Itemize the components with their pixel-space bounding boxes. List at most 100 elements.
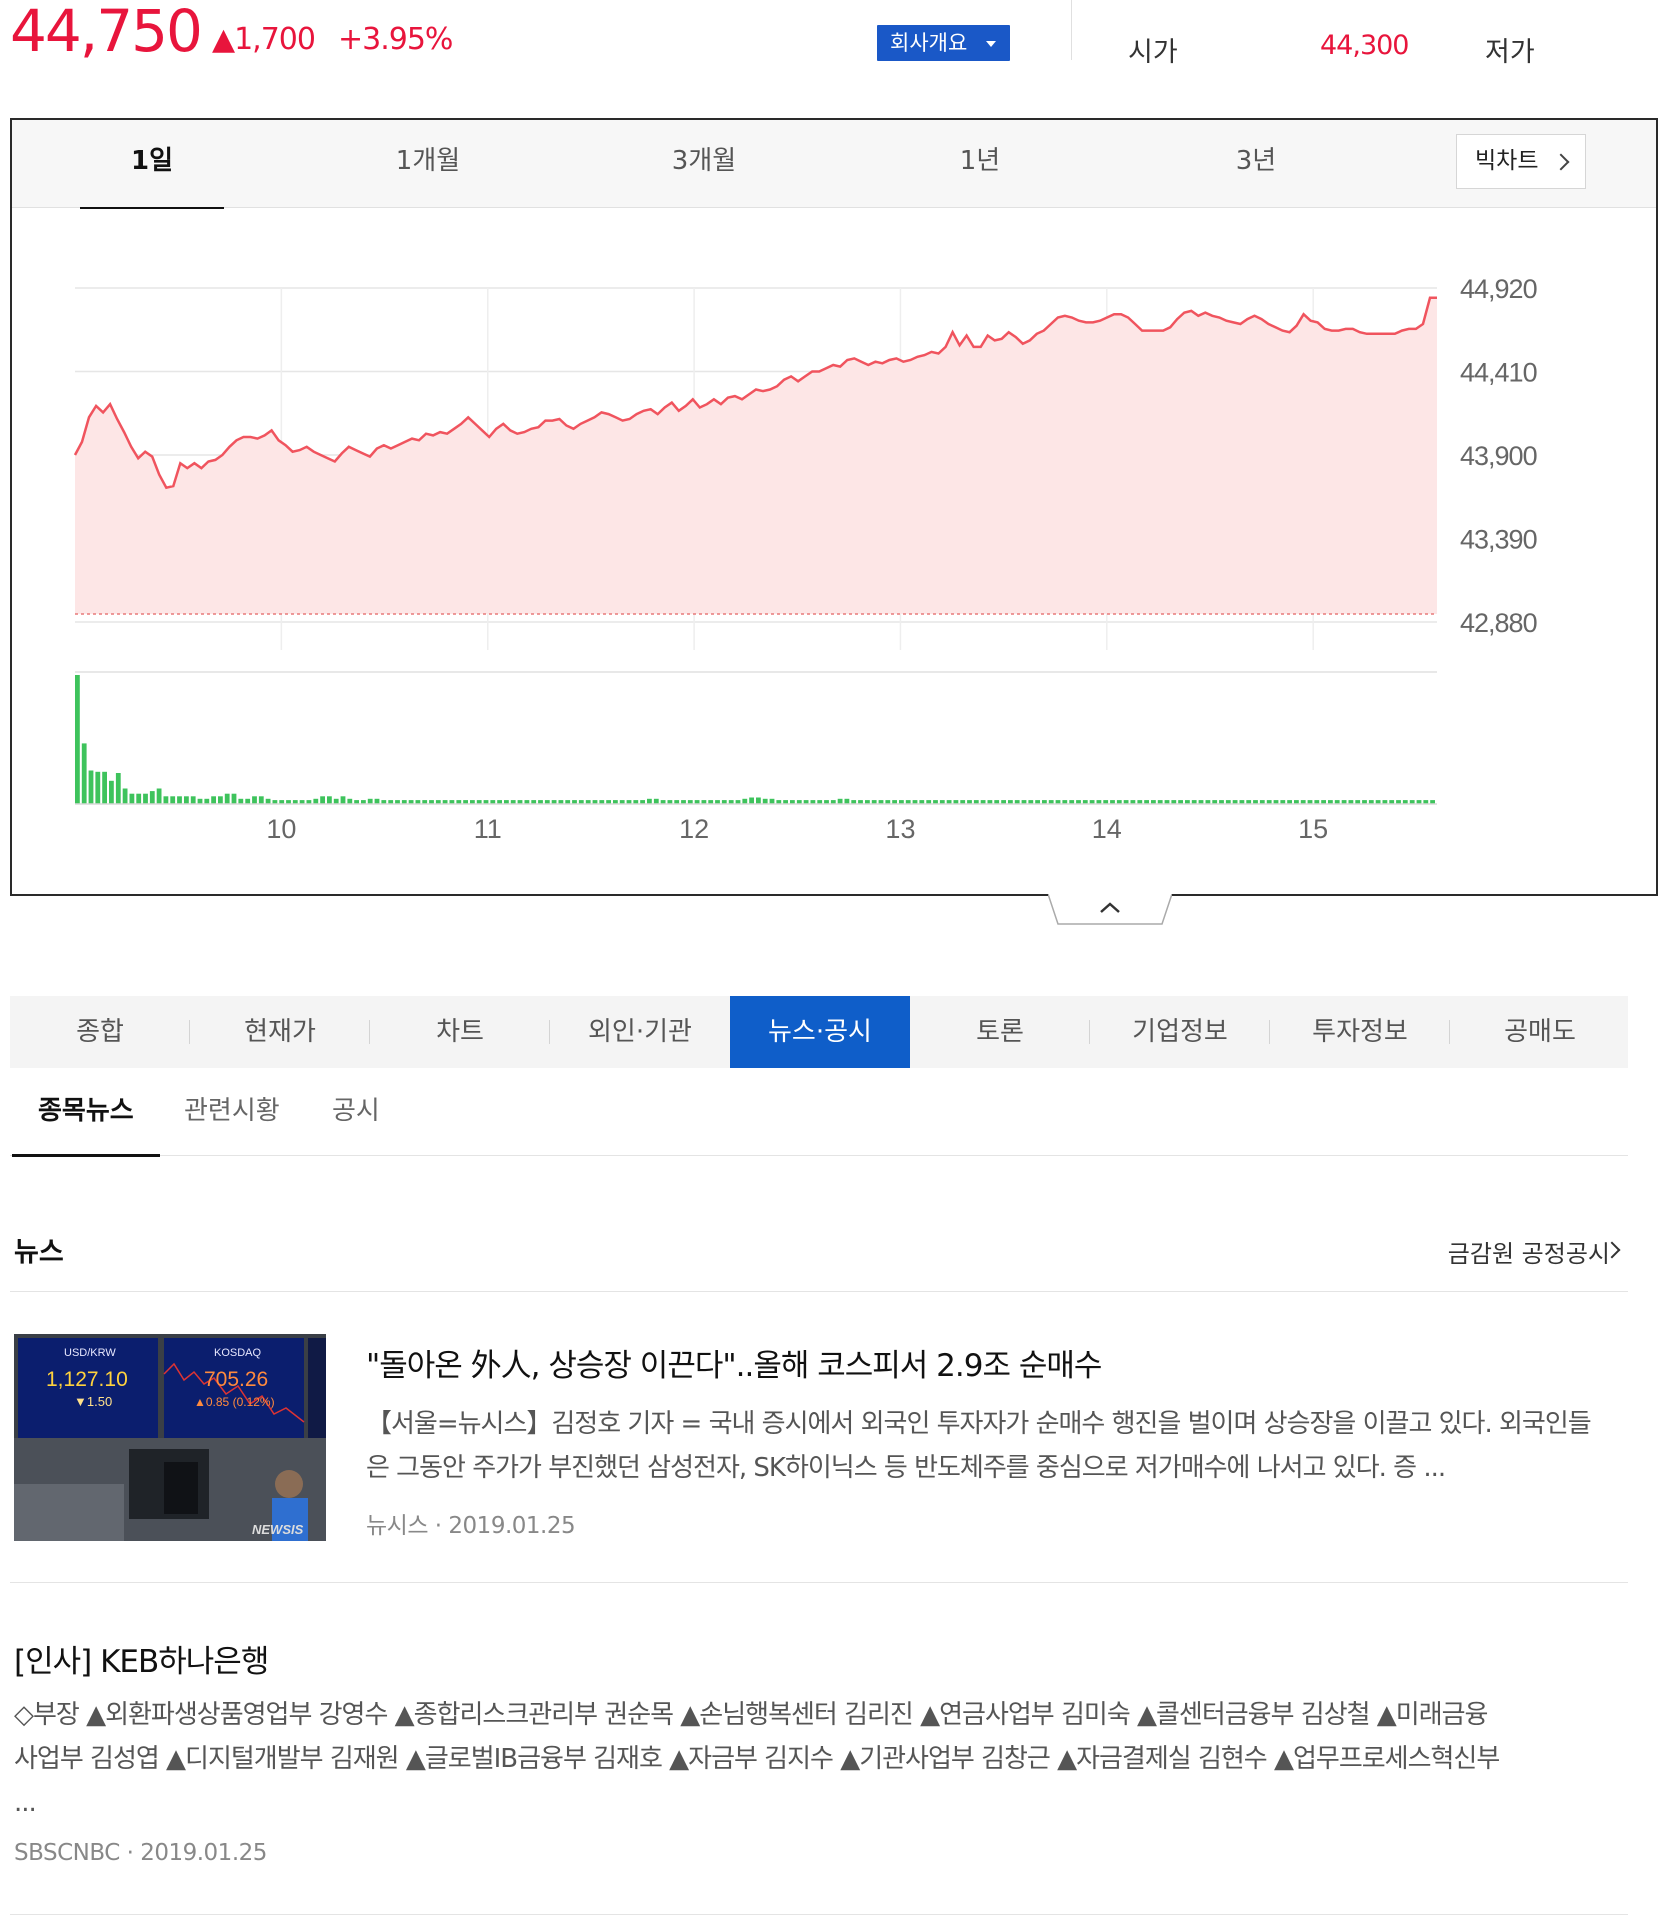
- period-tab-3y[interactable]: 3년: [1235, 146, 1277, 176]
- volume-bar: [980, 800, 986, 804]
- volume-bar: [490, 800, 496, 804]
- volume-bar: [75, 675, 80, 804]
- volume-bar: [1266, 800, 1272, 804]
- volume-bar: [497, 800, 502, 804]
- period-tab-1m[interactable]: 1개월: [395, 146, 461, 176]
- volume-bar: [939, 800, 945, 804]
- fss-fair-disclosure-link[interactable]: 금감원 공정공시: [1447, 1240, 1610, 1268]
- volume-bar: [613, 800, 618, 804]
- volume-bar: [524, 800, 530, 804]
- volume-bar: [933, 800, 938, 804]
- period-tab-1d[interactable]: 1일: [72, 120, 232, 209]
- volume-bar: [1069, 800, 1075, 804]
- thumb-right-change: ▲0.85 (0.12%): [194, 1395, 275, 1409]
- volume-bar: [272, 800, 278, 804]
- volume-bar: [1001, 800, 1006, 804]
- tab-foreign-institution[interactable]: 외인·기관: [550, 996, 730, 1068]
- tab-discussion[interactable]: 토론: [910, 996, 1090, 1068]
- volume-bar: [912, 800, 918, 804]
- volume-bar: [429, 800, 434, 804]
- big-chart-button[interactable]: 빅차트: [1456, 134, 1586, 189]
- volume-bar: [946, 800, 952, 804]
- tab-current-price[interactable]: 현재가: [190, 996, 370, 1068]
- period-tab-1y[interactable]: 1년: [959, 146, 1001, 176]
- thumb-left-change: ▼1.50: [74, 1394, 112, 1409]
- volume-bar: [551, 800, 557, 804]
- volume-bar: [1130, 800, 1136, 804]
- volume-bar: [1178, 800, 1183, 804]
- tab-summary[interactable]: 종합: [10, 996, 190, 1068]
- x-tick-label: 13: [885, 814, 915, 844]
- volume-bar: [565, 800, 571, 804]
- volume-bar: [892, 800, 897, 804]
- volume-bar: [1151, 800, 1156, 804]
- volume-bar: [218, 796, 223, 804]
- subtab-stock-news[interactable]: 종목뉴스: [12, 1078, 160, 1157]
- volume-bar: [395, 800, 400, 804]
- volume-bar: [1123, 800, 1129, 804]
- volume-bar: [1082, 800, 1088, 804]
- volume-bar: [667, 800, 673, 804]
- header-divider: [1071, 0, 1072, 60]
- volume-bar: [1314, 800, 1320, 804]
- volume-bar: [865, 800, 870, 804]
- company-overview-label: 회사개요: [890, 31, 968, 55]
- volume-bar: [728, 800, 734, 804]
- tab-chart[interactable]: 차트: [370, 996, 550, 1068]
- subtab-market-related[interactable]: 관련시황: [184, 1096, 280, 1126]
- collapse-chart-button[interactable]: [1048, 894, 1172, 926]
- news-title-2[interactable]: [인사] KEB하나은행: [14, 1644, 269, 1680]
- volume-bar: [1280, 800, 1286, 804]
- volume-bar: [769, 798, 775, 804]
- volume-bar: [837, 798, 843, 804]
- volume-bar: [1416, 800, 1422, 804]
- volume-bar: [327, 796, 332, 804]
- volume-bar: [129, 793, 135, 804]
- volume-bar: [1253, 800, 1258, 804]
- volume-bar: [994, 800, 1000, 804]
- volume-bar: [599, 800, 605, 804]
- volume-bar: [504, 800, 509, 804]
- volume-bar: [1198, 800, 1204, 804]
- volume-bar: [1341, 800, 1347, 804]
- volume-bar: [1055, 800, 1061, 804]
- thumb-left-value: 1,127.10: [46, 1368, 128, 1391]
- volume-bar: [653, 798, 659, 804]
- volume-bar: [463, 800, 468, 804]
- volume-bar: [1368, 800, 1374, 804]
- tab-short-selling[interactable]: 공매도: [1450, 996, 1630, 1068]
- volume-bar: [1362, 800, 1367, 804]
- volume-bar: [1042, 800, 1047, 804]
- volume-bar: [701, 800, 707, 804]
- volume-bar: [1008, 800, 1013, 804]
- period-tab-3m[interactable]: 3개월: [671, 146, 737, 176]
- volume-bar: [156, 788, 162, 804]
- tab-news-disclosure[interactable]: 뉴스·공시: [730, 996, 910, 1068]
- volume-bar: [531, 800, 537, 804]
- company-overview-button[interactable]: 회사개요: [877, 25, 1010, 61]
- news-body-1-line2: 은 그동안 주가가 부진했던 삼성전자, SK하이닉스 등 반도체주를 중심으로…: [366, 1453, 1446, 1483]
- volume-bar: [585, 800, 591, 804]
- volume-bar: [347, 798, 353, 804]
- volume-bar: [340, 796, 346, 804]
- y-tick-label: 42,880: [1460, 608, 1537, 638]
- tab-company-info[interactable]: 기업정보: [1090, 996, 1270, 1068]
- volume-bar: [1048, 800, 1054, 804]
- news-thumbnail[interactable]: USD/KRW 1,127.10 ▼1.50 KOSDAQ 705.26 ▲0.…: [14, 1334, 326, 1541]
- volume-bar: [1164, 800, 1170, 804]
- volume-bar: [204, 798, 210, 804]
- news-title-1[interactable]: "돌아온 外人, 상승장 이끈다"..올해 코스피서 2.9조 순매수: [366, 1348, 1102, 1384]
- volume-bar: [238, 798, 244, 804]
- tab-company-info-label: 기업정보: [1132, 1017, 1228, 1047]
- tab-discussion-label: 토론: [976, 1017, 1024, 1047]
- volume-bar: [1355, 800, 1361, 804]
- divider: [10, 1291, 1628, 1292]
- price-change: ▲1,700: [212, 22, 316, 57]
- news-section-title: 뉴스: [14, 1237, 64, 1268]
- thumb-watermark: NEWSIS: [252, 1522, 304, 1537]
- tab-investment-info[interactable]: 투자정보: [1270, 996, 1450, 1068]
- x-tick-label: 10: [266, 814, 296, 844]
- volume-bar: [374, 798, 380, 804]
- volume-bar: [1035, 800, 1040, 804]
- subtab-disclosure[interactable]: 공시: [332, 1096, 380, 1126]
